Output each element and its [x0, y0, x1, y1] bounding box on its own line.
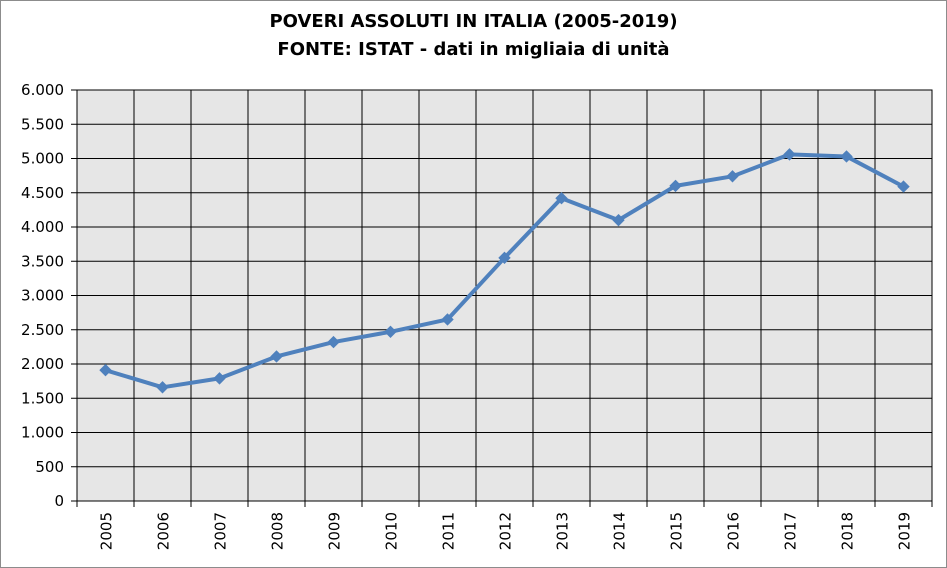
- data-point-marker: [156, 381, 169, 394]
- data-point-marker: [441, 313, 454, 326]
- x-tick-label: 2005: [98, 512, 116, 550]
- y-tick-label: 0: [54, 492, 64, 510]
- data-point-marker: [99, 363, 112, 377]
- data-point-marker: [213, 372, 226, 385]
- y-tick-label: 2.000: [21, 355, 64, 373]
- x-tick-label: 2008: [269, 512, 287, 550]
- y-tick-label: 1.000: [21, 424, 64, 442]
- data-point-marker: [840, 150, 853, 163]
- x-tick-label: 2018: [839, 512, 857, 550]
- x-tick-label: 2019: [896, 512, 914, 550]
- x-tick-label: 2012: [497, 512, 515, 550]
- y-tick-label: 500: [35, 458, 64, 476]
- data-point-marker: [612, 213, 625, 227]
- plot-border: [76, 89, 933, 502]
- y-tick-label: 3.500: [21, 252, 64, 270]
- x-tick-label: 2007: [212, 512, 230, 550]
- data-point-marker: [384, 325, 397, 339]
- chart-title-block: POVERI ASSOLUTI IN ITALIA (2005-2019) FO…: [0, 8, 947, 64]
- data-point-marker: [498, 251, 511, 265]
- y-tick-label: 4.500: [21, 184, 64, 202]
- y-tick-label: 5.500: [21, 115, 64, 133]
- x-tick-label: 2013: [554, 512, 572, 550]
- data-point-marker: [783, 148, 796, 161]
- x-tick-label: 2009: [326, 512, 344, 550]
- x-tick-label: 2015: [668, 512, 686, 550]
- data-point-marker: [555, 192, 568, 205]
- x-tick-label: 2011: [440, 512, 458, 550]
- data-point-marker: [897, 180, 910, 193]
- x-tick-label: 2017: [782, 512, 800, 550]
- y-tick-label: 6.000: [21, 81, 64, 99]
- data-point-marker: [327, 335, 340, 349]
- x-tick-label: 2016: [725, 512, 743, 550]
- x-tick-label: 2014: [611, 512, 629, 550]
- y-tick-label: 4.000: [21, 218, 64, 236]
- chart-title: POVERI ASSOLUTI IN ITALIA (2005-2019): [269, 11, 678, 32]
- y-tick-label: 1.500: [21, 389, 64, 407]
- y-tick-label: 2.500: [21, 321, 64, 339]
- y-tick-label: 3.000: [21, 287, 64, 305]
- chart-subtitle: FONTE: ISTAT - dati in migliaia di unità: [277, 39, 670, 60]
- data-point-marker: [669, 179, 682, 193]
- data-point-marker: [270, 350, 283, 363]
- data-point-marker: [726, 170, 739, 183]
- x-tick-label: 2006: [155, 512, 173, 550]
- y-tick-label: 5.000: [21, 150, 64, 168]
- x-tick-label: 2010: [383, 512, 401, 550]
